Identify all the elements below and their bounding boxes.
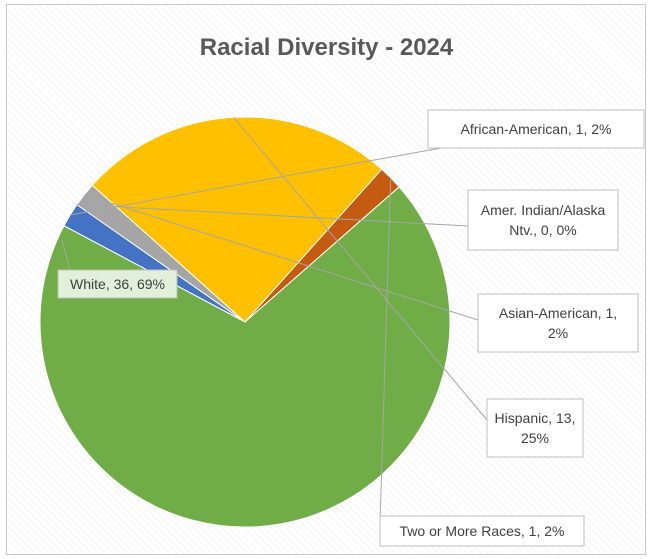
- callout-leaders: [61, 116, 488, 524]
- data-label-box-amer-indian-alaska-ntv: [467, 189, 619, 251]
- data-label-asian-american: Asian-American, 1,: [499, 305, 617, 321]
- leader-line-hispanic: [233, 116, 488, 421]
- data-label-white: White, 36, 69%: [70, 276, 165, 292]
- data-label-two-or-more-races: Two or More Races, 1, 2%: [400, 523, 565, 539]
- leader-line-african-american: [70, 147, 442, 216]
- data-label-hispanic: Hispanic, 13,: [495, 410, 576, 426]
- data-label-box-african-american: [427, 109, 645, 149]
- chart-title: Racial Diversity - 2024: [199, 34, 454, 61]
- data-labels: African-American, 1, 2% Amer. Indian/Alas…: [57, 109, 645, 547]
- data-label-box-hispanic: [486, 398, 584, 458]
- leader-line-asian-american: [84, 194, 479, 321]
- pie-slices: [39, 116, 451, 528]
- data-label-box-asian-american: [477, 293, 639, 353]
- data-label-amer-indian-alaska-ntv: Ntv., 0, 0%: [509, 222, 576, 238]
- data-label-box-white: [57, 269, 178, 299]
- leader-line-white: [61, 239, 71, 271]
- data-label-asian-american: 2%: [548, 325, 568, 341]
- leader-line-two-or-more-races: [379, 177, 392, 524]
- leader-line-amer-indian-alaska-ntv: [76, 204, 469, 227]
- data-label-box-two-or-more-races: [379, 515, 585, 547]
- data-label-amer-indian-alaska-ntv: Amer. Indian/Alaska: [481, 202, 606, 218]
- data-label-african-american: African-American, 1, 2%: [461, 121, 612, 137]
- data-label-hispanic: 25%: [521, 430, 549, 446]
